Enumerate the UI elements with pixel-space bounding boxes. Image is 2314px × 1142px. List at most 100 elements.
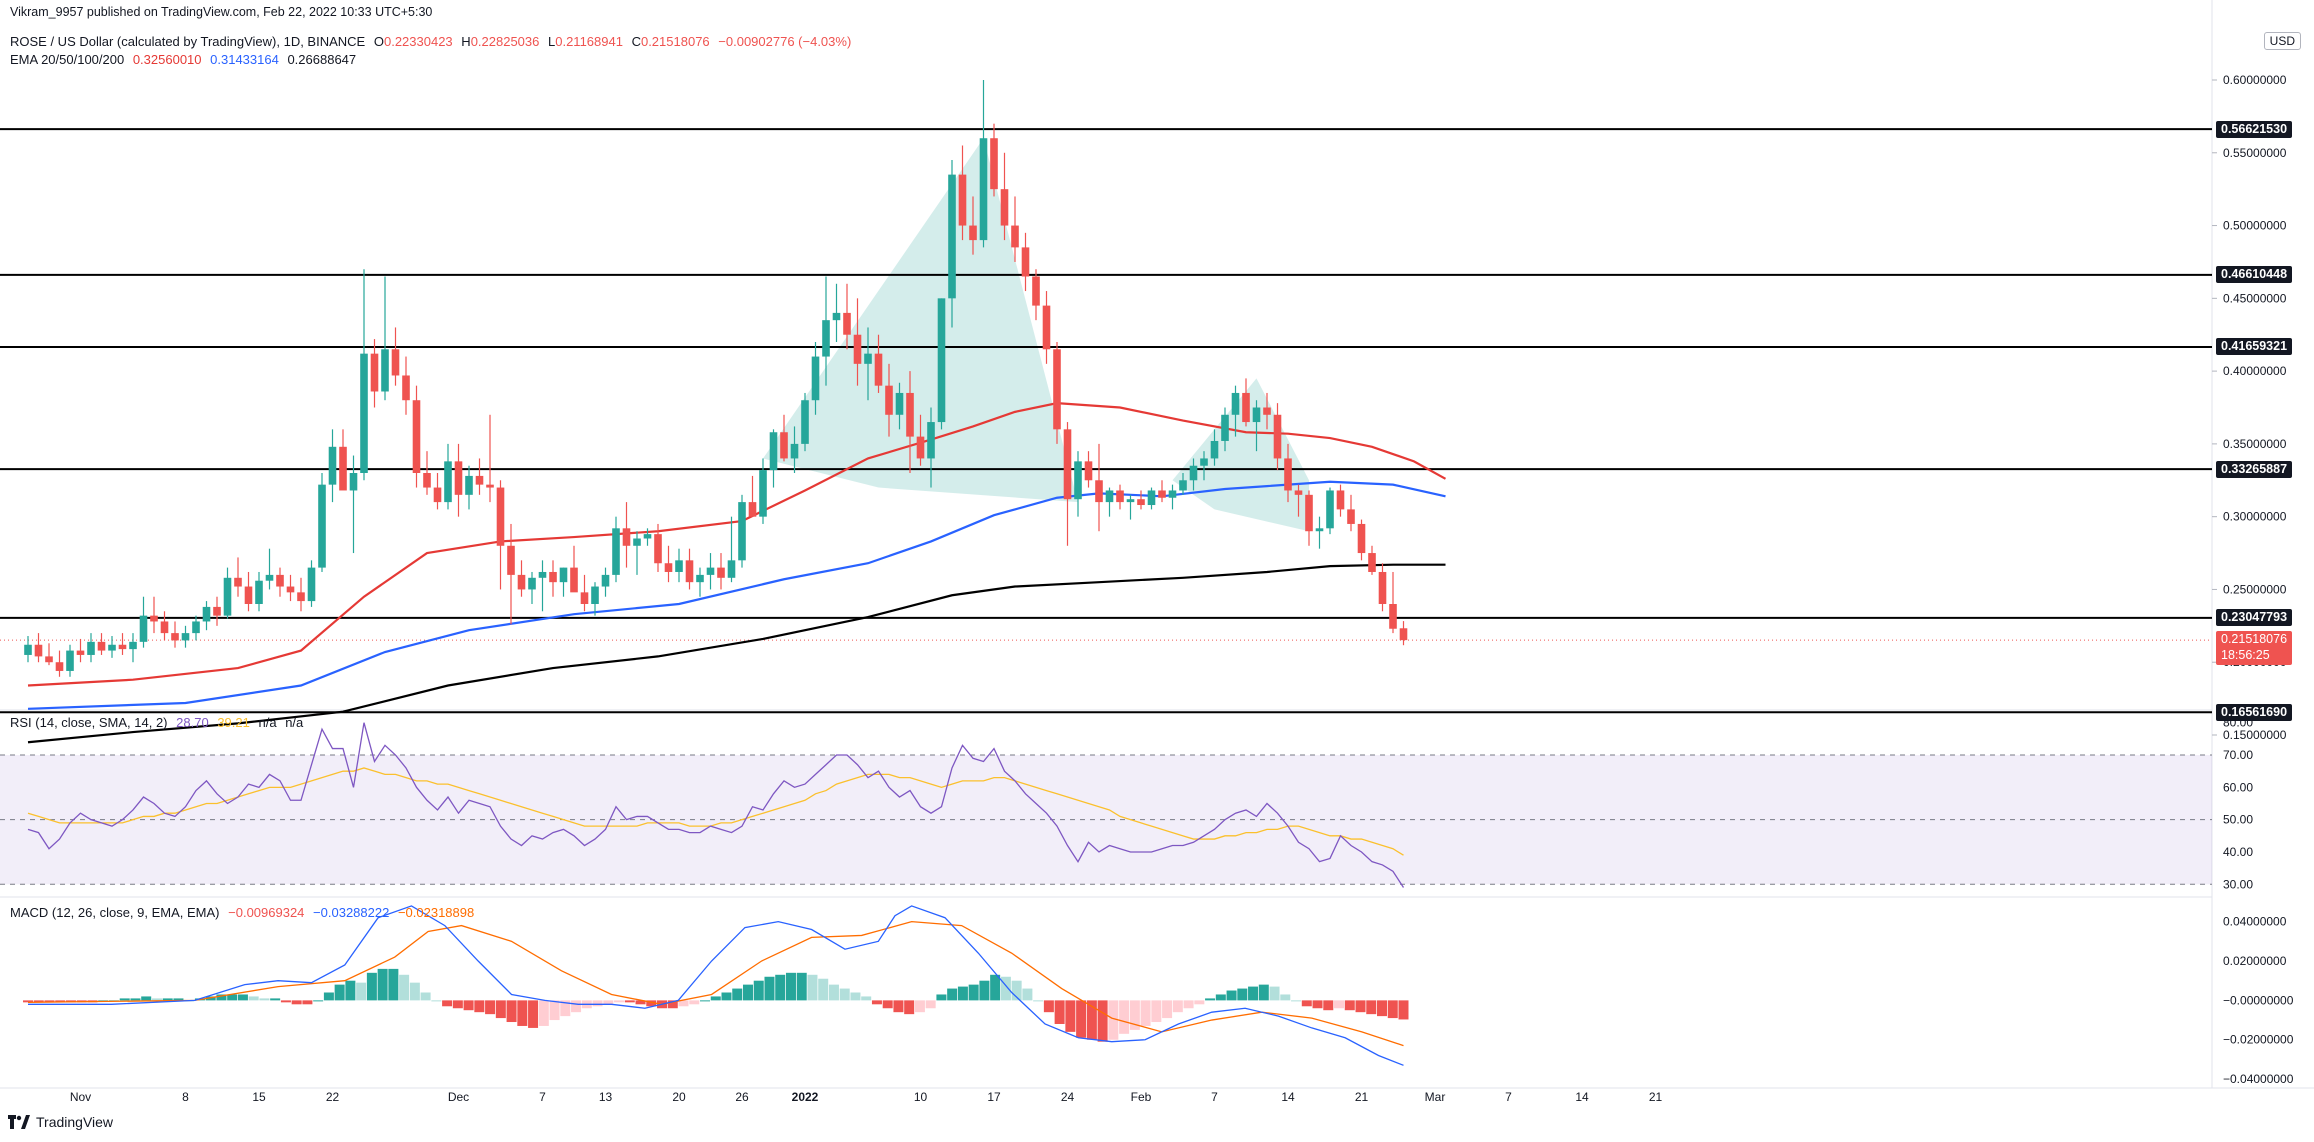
time-tick-label: 2022: [792, 1090, 819, 1104]
macd-histogram-bar: [968, 984, 979, 1001]
candle: [160, 611, 169, 641]
candle-body: [675, 560, 683, 572]
macd-histogram-bar: [356, 982, 367, 1001]
candle-body: [1000, 189, 1009, 226]
candle: [1347, 494, 1355, 532]
currency-button[interactable]: USD: [2263, 32, 2301, 50]
macd-histogram-bar: [689, 1000, 700, 1005]
candle-body: [265, 574, 274, 581]
macd-histogram-bar: [796, 972, 807, 1001]
macd-histogram-bar: [313, 1000, 324, 1002]
macd-histogram-bar: [33, 1000, 44, 1003]
ohlc-legend: ROSE / US Dollar (calculated by TradingV…: [10, 34, 856, 49]
candle: [24, 636, 32, 663]
candle: [486, 414, 494, 503]
ema-title[interactable]: EMA 20/50/100/200: [10, 52, 125, 67]
macd-histogram-bar: [1226, 990, 1237, 1001]
macd-histogram-bar: [1312, 1000, 1323, 1009]
candle: [643, 528, 652, 546]
candle: [444, 443, 452, 510]
candle: [139, 596, 148, 648]
macd-histogram-bar: [1033, 1000, 1044, 1002]
macd-histogram-bar: [1043, 1000, 1054, 1013]
candle: [1063, 422, 1072, 546]
time-tick-label: 15: [252, 1090, 266, 1104]
candle: [1147, 487, 1156, 510]
macd-histogram-bar: [1280, 994, 1291, 1001]
macd-histogram-bar: [667, 1000, 678, 1009]
time-tick-label: Mar: [1425, 1090, 1446, 1104]
support-resistance-levels: [0, 128, 2212, 714]
candle: [937, 298, 946, 430]
candle: [496, 480, 505, 590]
candle: [1116, 484, 1124, 510]
candle-body: [213, 606, 221, 616]
candle-body: [1221, 414, 1229, 441]
macd-histogram-bar: [828, 984, 839, 1001]
macd-histogram-bar: [1355, 1000, 1366, 1013]
candle: [381, 276, 389, 401]
candle-body: [465, 475, 473, 495]
macd-signal-value: −0.02318898: [397, 905, 475, 920]
candle: [1189, 458, 1198, 491]
candle: [213, 596, 221, 626]
candle-body: [454, 461, 463, 495]
candle: [1168, 484, 1177, 510]
candle: [297, 577, 305, 612]
footer-brand[interactable]: TradingView: [8, 1114, 113, 1130]
candle: [307, 560, 316, 607]
candle-body: [318, 484, 326, 568]
candle: [622, 502, 631, 568]
level-price-label: 0.56621530: [2216, 120, 2293, 138]
candle-body: [108, 644, 116, 651]
rsi-tick-label: 60.00: [2223, 780, 2253, 794]
time-tick-label: Feb: [1131, 1090, 1152, 1104]
candle: [948, 160, 956, 328]
candle: [675, 548, 683, 583]
macd-tick-label: −0.02000000: [2223, 1033, 2294, 1047]
time-tick-label: 21: [1355, 1090, 1369, 1104]
macd-title[interactable]: MACD (12, 26, close, 9, EMA, EMA): [10, 905, 220, 920]
rsi-title[interactable]: RSI (14, close, SMA, 14, 2): [10, 715, 168, 730]
candle: [811, 342, 820, 415]
candle: [1326, 487, 1334, 535]
macd-histogram-bar: [904, 1000, 915, 1015]
candle-body: [139, 615, 148, 642]
macd-histogram-bar: [227, 994, 238, 1001]
symbol-title[interactable]: ROSE / US Dollar (calculated by TradingV…: [10, 34, 366, 49]
macd-histogram-bar: [721, 992, 732, 1001]
candle-body: [1242, 392, 1250, 423]
macd-histogram-bar: [1140, 1000, 1151, 1026]
candle-body: [559, 567, 568, 583]
candle: [1221, 407, 1229, 452]
candle-body: [1021, 247, 1030, 277]
candle-body: [633, 538, 641, 546]
macd-histogram-bar: [861, 996, 872, 1001]
candle: [1368, 545, 1376, 575]
macd-histogram-bar: [732, 988, 743, 1001]
macd-histogram-bar: [119, 998, 130, 1001]
candle-body: [790, 443, 799, 459]
change-value: −0.00902776 (−4.03%): [718, 34, 852, 49]
macd-histogram-bar: [1054, 1000, 1065, 1024]
macd-histogram-bar: [1258, 984, 1269, 1001]
macd-legend: MACD (12, 26, close, 9, EMA, EMA) −0.009…: [10, 905, 479, 920]
candle-body: [1116, 490, 1124, 503]
macd-histogram-bar: [1194, 1000, 1205, 1005]
candle: [34, 633, 43, 663]
candle-body: [171, 633, 179, 641]
candle-body: [1095, 480, 1103, 503]
candle: [1200, 451, 1208, 481]
macd-histogram-bar: [474, 1000, 485, 1013]
macd-histogram-bar: [1301, 1000, 1312, 1007]
candle: [1011, 196, 1019, 262]
candle-body: [1074, 461, 1082, 500]
candle: [538, 560, 547, 612]
time-tick-label: 22: [326, 1090, 340, 1104]
candle: [1273, 403, 1282, 471]
candle: [349, 455, 358, 554]
price-tick-label: 0.35000000: [2223, 437, 2287, 451]
macd-histogram-bar: [947, 988, 958, 1001]
price-tick-label: 0.30000000: [2223, 510, 2287, 524]
macd-histogram-bar: [775, 974, 786, 1001]
